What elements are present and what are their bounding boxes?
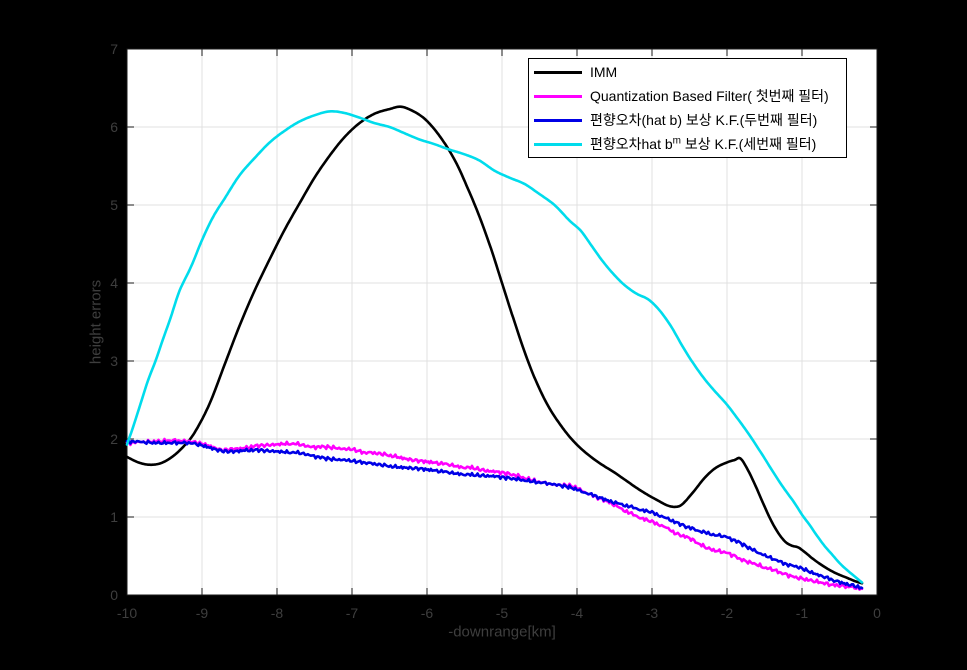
x-tick-label: -2 (721, 605, 734, 621)
y-tick-label: 3 (110, 353, 118, 369)
y-tick-label: 2 (110, 431, 118, 447)
legend: IMM Quantization Based Filter( 첫번째 필터) 편… (528, 58, 847, 158)
legend-text: 편향오차hat b (590, 136, 673, 152)
legend-entry-bias-kf-3: 편향오차hat bm 보상 K.F.(세번째 필터) (529, 132, 846, 156)
legend-entry-bias-kf-2: 편향오차(hat b) 보상 K.F.(두번째 필터) (529, 108, 846, 132)
y-tick-label: 1 (110, 509, 118, 525)
legend-text-sup: m (672, 135, 682, 147)
legend-label-bias-kf-2: 편향오차(hat b) 보상 K.F.(두번째 필터) (590, 108, 817, 132)
x-tick-label: -3 (646, 605, 659, 621)
legend-line-sample-bias-kf-2 (534, 118, 582, 122)
x-tick-label: -9 (196, 605, 209, 621)
legend-line-sample-imm (534, 70, 582, 74)
y-tick-label: 6 (110, 119, 118, 135)
legend-line-sample-bias-kf-3 (534, 142, 582, 146)
legend-label-bias-kf-3: 편향오차hat bm 보상 K.F.(세번째 필터) (590, 132, 816, 156)
legend-label-imm: IMM (590, 60, 617, 84)
series-line-2 (125, 437, 864, 591)
legend-text: Quantization Based Filter( 첫번째 필터) (590, 88, 829, 104)
y-tick-label: 4 (110, 275, 118, 291)
x-tick-label: -5 (496, 605, 509, 621)
x-tick-label: 0 (873, 605, 881, 621)
x-tick-label: -4 (571, 605, 584, 621)
y-tick-label: 7 (110, 41, 118, 57)
legend-text: IMM (590, 64, 618, 80)
series-line-1 (125, 105, 864, 585)
series-line-4 (125, 110, 864, 584)
legend-entry-imm: IMM (529, 60, 846, 84)
x-tick-label: -10 (117, 605, 137, 621)
x-axis-label: -downrange[km] (448, 623, 556, 641)
legend-entry-quantization-filter: Quantization Based Filter( 첫번째 필터) (529, 84, 846, 108)
x-tick-label: -1 (796, 605, 809, 621)
x-tick-label: -7 (346, 605, 359, 621)
legend-label-quantization: Quantization Based Filter( 첫번째 필터) (590, 84, 829, 108)
series-line-3 (125, 439, 864, 590)
y-axis-label: height errors (87, 279, 105, 365)
x-tick-label: -8 (271, 605, 284, 621)
y-tick-label: 5 (110, 197, 118, 213)
legend-text-post: 보상 K.F.(세번째 필터) (681, 136, 817, 152)
legend-text: 편향오차(hat b) 보상 K.F.(두번째 필터) (590, 112, 818, 128)
legend-line-sample-quantization (534, 94, 582, 98)
x-tick-label: -6 (421, 605, 434, 621)
y-tick-label: 0 (110, 587, 118, 603)
